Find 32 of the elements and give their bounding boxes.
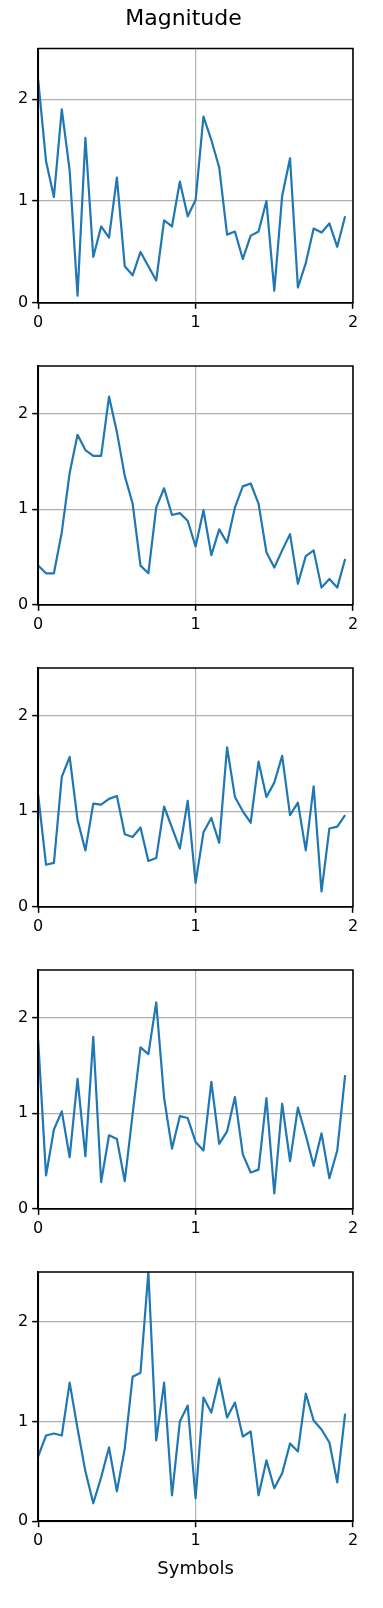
x-tick-label: 2 [347, 1217, 359, 1237]
x-tick-label: 0 [33, 1217, 44, 1237]
y-tick-label: 0 [17, 291, 29, 311]
x-tick-label: 0 [33, 1529, 44, 1549]
y-tick-label: 1 [17, 1410, 29, 1430]
x-tick-label: 1 [190, 915, 201, 935]
x-tick-label: 2 [347, 613, 359, 633]
x-tick-label: 1 [190, 613, 201, 633]
y-tick-label: 0 [17, 1197, 29, 1217]
chart-title: Magnitude [125, 4, 242, 30]
y-tick-label: 0 [17, 1510, 29, 1530]
x-tick-label: 2 [347, 311, 359, 331]
y-tick-label: 2 [17, 1311, 29, 1330]
x-tick-label: 0 [33, 915, 44, 935]
x-tick-label: 1 [190, 311, 201, 331]
y-tick-label: 2 [17, 1006, 29, 1026]
x-axis-title: Symbols [157, 1556, 234, 1578]
x-tick-label: 2 [347, 915, 359, 935]
y-tick-label: 0 [17, 593, 29, 613]
x-tick-label: 2 [347, 1529, 359, 1549]
y-tick-label: 1 [17, 800, 29, 820]
y-tick-label: 1 [17, 1102, 29, 1122]
x-tick-label: 1 [190, 1217, 201, 1237]
y-tick-label: 2 [17, 88, 29, 108]
x-tick-label: 0 [33, 311, 44, 331]
y-tick-label: 2 [17, 402, 29, 422]
y-tick-label: 2 [17, 704, 29, 724]
x-tick-label: 0 [33, 613, 44, 633]
y-tick-label: 1 [17, 190, 29, 210]
x-tick-label: 1 [190, 1529, 201, 1549]
y-tick-label: 0 [17, 895, 29, 915]
y-tick-label: 1 [17, 498, 29, 518]
